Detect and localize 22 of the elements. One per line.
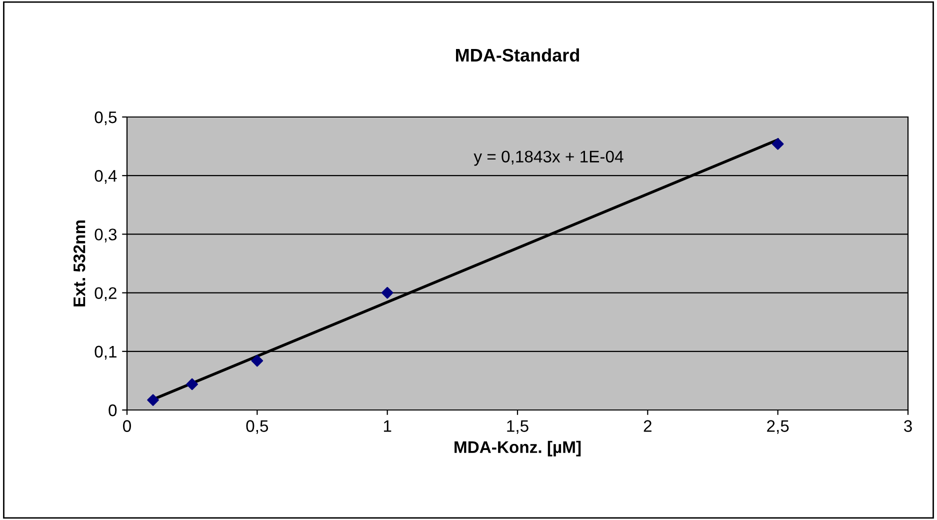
chart-title: MDA-Standard <box>456 48 580 62</box>
x-tick-label: 2 <box>644 420 652 432</box>
y-axis-title: Ext. 532nm <box>73 220 86 306</box>
x-tick-label: 1 <box>384 420 392 432</box>
y-tick-label: 0 <box>108 404 117 416</box>
point <box>381 286 394 299</box>
x-tick-label: 0,5 <box>246 420 268 434</box>
y-tick-label: 0,4 <box>94 170 117 184</box>
point <box>147 394 159 406</box>
point <box>186 378 198 390</box>
point <box>251 354 264 367</box>
x-axis-title: MDA-Konz. [µM] <box>454 440 581 456</box>
y-tick-label: 0,1 <box>94 346 116 360</box>
point <box>772 138 784 150</box>
y-tick-label: 0,5 <box>94 111 117 126</box>
x-tick-label: 1,5 <box>507 420 528 434</box>
x-tick-label: 2,5 <box>767 420 789 434</box>
x-tick-label: 3 <box>904 420 912 432</box>
annotation: y = 0,1843x + 1E-04 <box>474 150 624 166</box>
y-tick-label: 0,2 <box>94 287 116 301</box>
y-tick-label: 0,3 <box>94 228 117 242</box>
x-tick-label: 0 <box>123 420 131 432</box>
